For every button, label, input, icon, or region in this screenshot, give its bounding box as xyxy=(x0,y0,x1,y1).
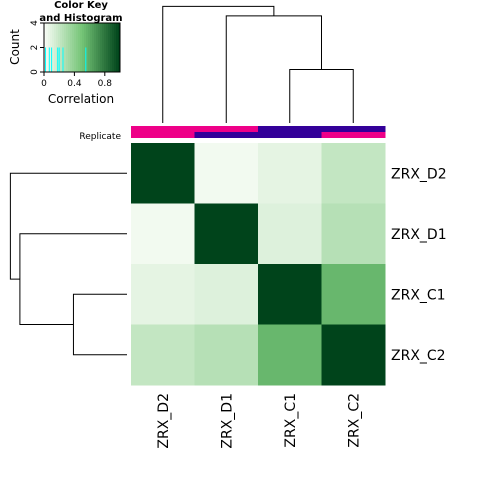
heatmap-cell-ZRX_D1-ZRX_C2 xyxy=(321,203,386,265)
color-key-swatch xyxy=(84,23,87,72)
color-key-swatch xyxy=(98,23,101,72)
color-key-swatch xyxy=(106,23,109,72)
color-key-swatch xyxy=(80,23,83,72)
color-key-swatch xyxy=(70,23,73,72)
column-dendrogram xyxy=(162,5,354,123)
color-key-swatch xyxy=(114,23,117,72)
color-key-swatch xyxy=(46,23,49,72)
side-color-bottom xyxy=(194,132,259,138)
color-key-swatch xyxy=(116,23,119,72)
heatmap-cell-ZRX_C2-ZRX_D2 xyxy=(131,324,195,386)
heatmap-cell-ZRX_D1-ZRX_C1 xyxy=(258,203,322,265)
color-key-swatch xyxy=(118,23,121,72)
color-key-x-axis: 0 0.4 0.8 xyxy=(41,72,112,89)
column-label: ZRX_C2 xyxy=(346,393,362,448)
heatmap-cell-ZRX_D2-ZRX_D1 xyxy=(194,143,259,204)
col-dendrogram-branch xyxy=(162,5,275,123)
color-key-gradient xyxy=(44,23,121,72)
heatmap-cell-ZRX_C2-ZRX_C1 xyxy=(258,324,322,386)
color-key-title-line2: and Histogram xyxy=(39,13,122,24)
column-label: ZRX_C1 xyxy=(283,393,299,448)
color-key-swatch xyxy=(92,23,95,72)
key-x-tick-label: 0.8 xyxy=(98,79,113,89)
column-side-colors xyxy=(131,126,386,138)
side-color-top xyxy=(321,126,386,132)
row-label: ZRX_C2 xyxy=(391,348,446,364)
color-key-ylabel: Count xyxy=(8,29,22,65)
color-key-swatch xyxy=(100,23,103,72)
row-labels: ZRX_D2 ZRX_D1 ZRX_C1 ZRX_C2 xyxy=(391,166,447,364)
side-color-top xyxy=(131,126,195,132)
heatmap-cell-ZRX_C1-ZRX_D2 xyxy=(131,264,195,325)
color-key-swatch xyxy=(104,23,107,72)
col-dendrogram-branch xyxy=(289,68,354,123)
key-x-tick-label: 0 xyxy=(41,79,47,89)
side-color-bottom xyxy=(131,132,195,138)
color-key-swatch xyxy=(94,23,97,72)
color-key-swatch xyxy=(54,23,57,72)
key-y-tick-label: 4 xyxy=(30,20,40,26)
heatmap-cell-ZRX_D1-ZRX_D1 xyxy=(194,203,259,265)
color-key-y-axis: 0 2 4 xyxy=(30,20,44,75)
heatmap-cell-ZRX_C2-ZRX_C2 xyxy=(321,324,386,386)
color-key-swatch xyxy=(108,23,111,72)
heatmap-cell-ZRX_D2-ZRX_C1 xyxy=(258,143,322,204)
color-key: Color Key and Histogram 0 0.4 0.8 0 2 4 Corr… xyxy=(8,0,123,106)
color-key-swatch xyxy=(66,23,69,72)
heatmap-cell-ZRX_D2-ZRX_C2 xyxy=(321,143,386,204)
heatmap-cell-ZRX_D2-ZRX_D2 xyxy=(131,143,195,204)
heatmap-cell-ZRX_C1-ZRX_C1 xyxy=(258,264,322,325)
column-side-label: Replicate xyxy=(79,132,121,142)
side-color-top xyxy=(194,126,259,132)
color-key-xlabel: Correlation xyxy=(48,92,114,106)
color-key-swatch xyxy=(52,23,55,72)
color-key-swatch xyxy=(90,23,93,72)
column-label: ZRX_D1 xyxy=(219,393,235,449)
side-color-bottom xyxy=(321,132,386,138)
key-x-tick-label: 0.4 xyxy=(67,79,82,89)
column-labels: ZRX_D2 ZRX_D1 ZRX_C1 ZRX_C2 xyxy=(156,393,363,449)
heatmap-cells xyxy=(131,143,386,386)
color-key-swatch xyxy=(74,23,77,72)
row-label: ZRX_D1 xyxy=(391,227,447,243)
row-label: ZRX_D2 xyxy=(391,166,447,182)
heatmap-cell-ZRX_C1-ZRX_D1 xyxy=(194,264,259,325)
color-key-swatch xyxy=(88,23,91,72)
side-color-top xyxy=(258,126,322,132)
color-key-swatch xyxy=(76,23,79,72)
color-key-swatch xyxy=(112,23,115,72)
color-key-swatch xyxy=(60,23,63,72)
color-key-swatch xyxy=(72,23,75,72)
row-label: ZRX_C1 xyxy=(391,287,446,303)
color-key-title-line1: Color Key xyxy=(54,0,108,11)
color-key-histogram xyxy=(45,47,87,72)
heatmap-cell-ZRX_D1-ZRX_D2 xyxy=(131,203,195,265)
color-key-swatch xyxy=(64,23,67,72)
color-key-swatch xyxy=(82,23,85,72)
row-dendrogram-branch xyxy=(9,172,127,280)
color-key-swatch xyxy=(102,23,105,72)
side-color-bottom xyxy=(258,132,322,138)
color-key-swatch xyxy=(96,23,99,72)
color-key-swatch xyxy=(78,23,81,72)
color-key-swatch xyxy=(86,23,89,72)
row-dendrogram xyxy=(9,172,127,356)
color-key-swatch xyxy=(68,23,71,72)
color-key-swatch xyxy=(110,23,113,72)
column-label: ZRX_D2 xyxy=(156,393,172,449)
row-dendrogram-branch xyxy=(72,293,127,356)
key-y-tick-label: 0 xyxy=(30,69,40,75)
heatmap-cell-ZRX_C1-ZRX_C2 xyxy=(321,264,386,325)
heatmap-cell-ZRX_C2-ZRX_D1 xyxy=(194,324,259,386)
key-y-tick-label: 2 xyxy=(30,45,40,51)
